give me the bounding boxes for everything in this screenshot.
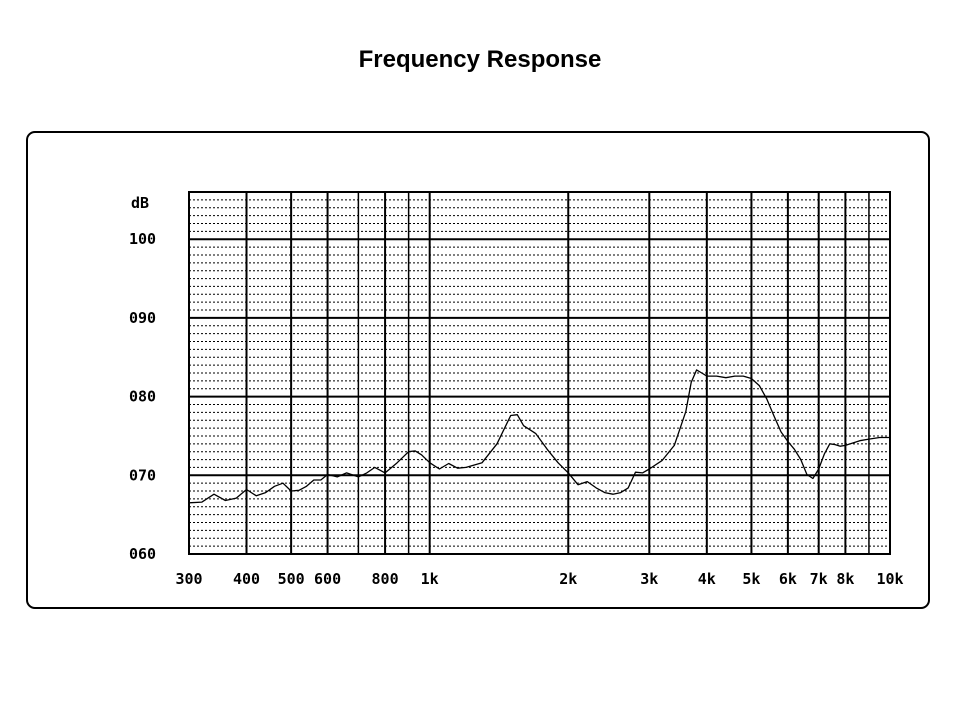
x-tick-label: 3k <box>640 570 658 588</box>
x-tick-label: 400 <box>233 570 260 588</box>
x-tick-label: 500 <box>278 570 305 588</box>
y-tick-label: 080 <box>129 388 156 406</box>
response-curve <box>188 369 890 504</box>
y-tick-label: 060 <box>129 545 156 563</box>
minor-gridlines <box>189 199 890 547</box>
x-tick-label: 800 <box>372 570 399 588</box>
plot-border <box>188 191 891 555</box>
y-tick-label: 070 <box>129 466 156 484</box>
major-gridlines <box>188 192 891 555</box>
x-tick-label: 6k <box>779 570 797 588</box>
x-tick-label: 7k <box>810 570 828 588</box>
x-tick-labels: 300 400 500 600 800 1k 2k 3k 4k 5k 6k 7k 8k 10k <box>175 570 903 588</box>
y-tick-label: 090 <box>129 309 156 327</box>
x-tick-label: 1k <box>421 570 439 588</box>
x-tick-label: 10k <box>876 570 903 588</box>
frequency-response-chart: 060 070 080 090 100 300 400 500 600 800 1k 2k 3k 4k 5… <box>129 191 904 588</box>
page-title: Frequency Response <box>358 46 602 73</box>
x-tick-label: 8k <box>836 570 854 588</box>
x-tick-label: 5k <box>742 570 760 588</box>
series-group <box>188 369 890 504</box>
y-axis-label: dB <box>131 194 149 212</box>
x-tick-label: 2k <box>559 570 577 588</box>
y-tick-labels: 060 070 080 090 100 <box>129 230 156 563</box>
x-tick-label: 600 <box>314 570 341 588</box>
y-tick-label: 100 <box>129 230 156 248</box>
x-tick-label: 4k <box>698 570 716 588</box>
chart-frame: 060 070 080 090 100 300 400 500 600 800 1k 2k 3k 4k 5… <box>26 131 930 609</box>
x-tick-label: 300 <box>175 570 202 588</box>
